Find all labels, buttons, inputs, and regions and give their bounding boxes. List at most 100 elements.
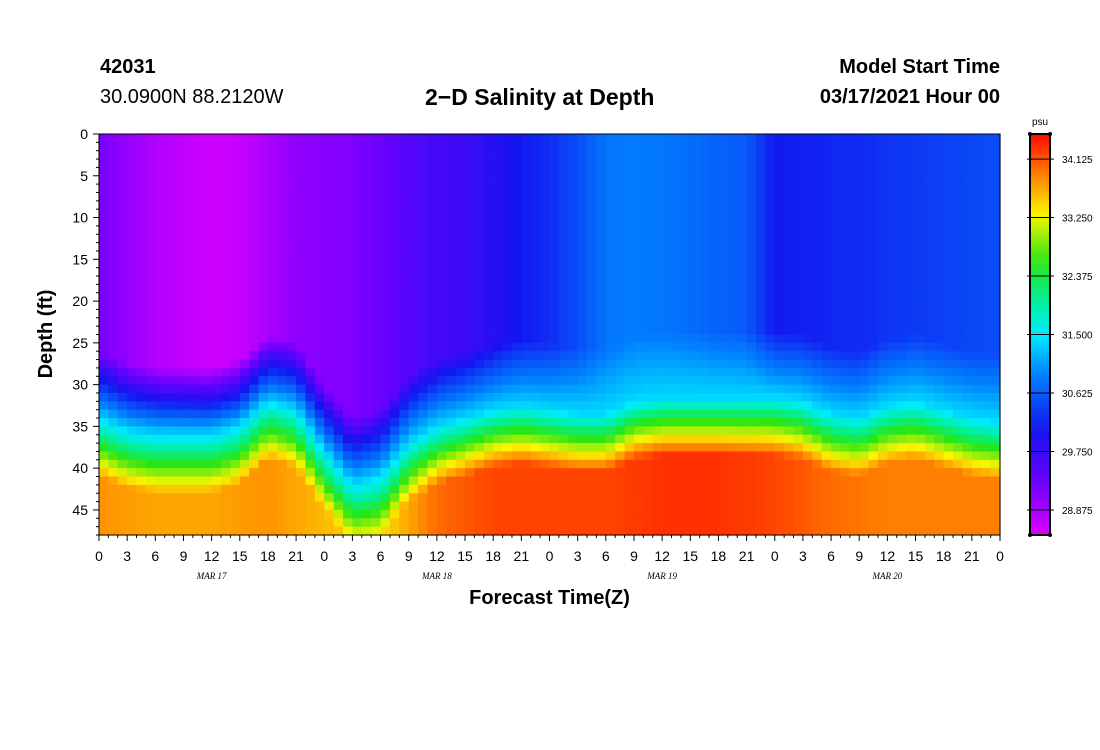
heatmap-cell	[971, 225, 982, 235]
heatmap-cell	[971, 451, 982, 461]
heatmap-cell	[389, 276, 400, 285]
heatmap-cell	[455, 284, 466, 294]
heatmap-cell	[267, 501, 278, 511]
heatmap-cell	[127, 342, 138, 352]
heatmap-cell	[136, 150, 147, 160]
heatmap-cell	[108, 384, 119, 394]
heatmap-cell	[746, 175, 757, 185]
heatmap-cell	[765, 384, 776, 394]
heatmap-cell	[249, 484, 260, 494]
heatmap-cell	[802, 276, 813, 285]
heatmap-cell	[587, 267, 598, 277]
heatmap-cell	[117, 242, 128, 252]
heatmap-cell	[136, 175, 147, 185]
heatmap-cell	[117, 401, 128, 411]
heatmap-cell	[99, 518, 109, 528]
heatmap-cell	[389, 192, 400, 202]
heatmap-cell	[333, 217, 344, 227]
heatmap-cell	[389, 200, 400, 210]
heatmap-cell	[305, 334, 316, 344]
heatmap-cell	[521, 159, 532, 169]
heatmap-cell	[662, 184, 673, 194]
heatmap-cell	[249, 250, 260, 260]
heatmap-cell	[849, 292, 860, 302]
heatmap-cell	[540, 234, 551, 244]
heatmap-cell	[211, 484, 222, 494]
heatmap-cell	[840, 526, 851, 536]
heatmap-cell	[324, 242, 335, 252]
heatmap-cell	[821, 267, 832, 277]
heatmap-cell	[727, 234, 738, 244]
heatmap-cell	[389, 326, 400, 336]
heatmap-cell	[427, 493, 438, 503]
heatmap-cell	[239, 284, 250, 294]
heatmap-cell	[887, 209, 898, 219]
heatmap-cell	[831, 401, 842, 411]
heatmap-cell	[831, 501, 842, 511]
heatmap-cell	[549, 392, 560, 402]
heatmap-cell	[784, 209, 795, 219]
heatmap-cell	[643, 326, 654, 336]
heatmap-cell	[99, 367, 109, 377]
heatmap-cell	[164, 509, 175, 519]
heatmap-cell	[436, 459, 447, 469]
heatmap-cell	[849, 409, 860, 419]
heatmap-cell	[399, 301, 410, 311]
heatmap-cell	[915, 468, 926, 478]
heatmap-cell	[755, 493, 766, 503]
heatmap-cell	[943, 509, 954, 519]
heatmap-cell	[296, 159, 307, 169]
heatmap-cell	[427, 418, 438, 427]
heatmap-cell	[699, 184, 710, 194]
heatmap-cell	[192, 301, 203, 311]
heatmap-cell	[924, 418, 935, 427]
heatmap-cell	[267, 276, 278, 285]
heatmap-cell	[990, 192, 1001, 202]
heatmap-cell	[971, 276, 982, 285]
heatmap-cell	[633, 259, 644, 269]
heatmap-cell	[108, 351, 119, 361]
heatmap-cell	[558, 134, 569, 143]
heatmap-cell	[427, 175, 438, 185]
heatmap-cell	[549, 459, 560, 469]
heatmap-cell	[493, 409, 504, 419]
heatmap-cell	[906, 342, 917, 352]
heatmap-cell	[859, 317, 870, 327]
heatmap-cell	[221, 367, 231, 377]
heatmap-cell	[709, 200, 720, 210]
heatmap-cell	[343, 192, 354, 202]
heatmap-cell	[915, 409, 926, 419]
heatmap-cell	[774, 301, 785, 311]
heatmap-cell	[605, 209, 616, 219]
heatmap-cell	[934, 150, 945, 160]
heatmap-cell	[746, 209, 757, 219]
heatmap-cell	[380, 409, 391, 419]
heatmap-cell	[737, 459, 748, 469]
heatmap-cell	[493, 451, 504, 461]
heatmap-cell	[924, 259, 935, 269]
heatmap-cell	[305, 459, 316, 469]
heatmap-cell	[849, 242, 860, 252]
heatmap-cell	[155, 518, 166, 528]
heatmap-cell	[568, 367, 579, 377]
heatmap-cell	[324, 401, 335, 411]
heatmap-cell	[164, 309, 175, 319]
heatmap-cell	[493, 142, 504, 152]
heatmap-cell	[906, 434, 917, 444]
heatmap-cell	[652, 301, 663, 311]
heatmap-cell	[155, 276, 166, 285]
heatmap-cell	[267, 217, 278, 227]
heatmap-cell	[389, 150, 400, 160]
heatmap-cell	[906, 384, 917, 394]
heatmap-cell	[662, 376, 673, 386]
heatmap-cell	[380, 159, 391, 169]
heatmap-cell	[587, 276, 598, 285]
heatmap-cell	[887, 426, 898, 436]
heatmap-cell	[305, 518, 316, 528]
heatmap-cell	[502, 150, 513, 160]
heatmap-cell	[389, 167, 400, 177]
heatmap-cell	[774, 392, 785, 402]
heatmap-cell	[343, 376, 354, 386]
heatmap-cell	[258, 209, 269, 219]
heatmap-cell	[558, 451, 569, 461]
